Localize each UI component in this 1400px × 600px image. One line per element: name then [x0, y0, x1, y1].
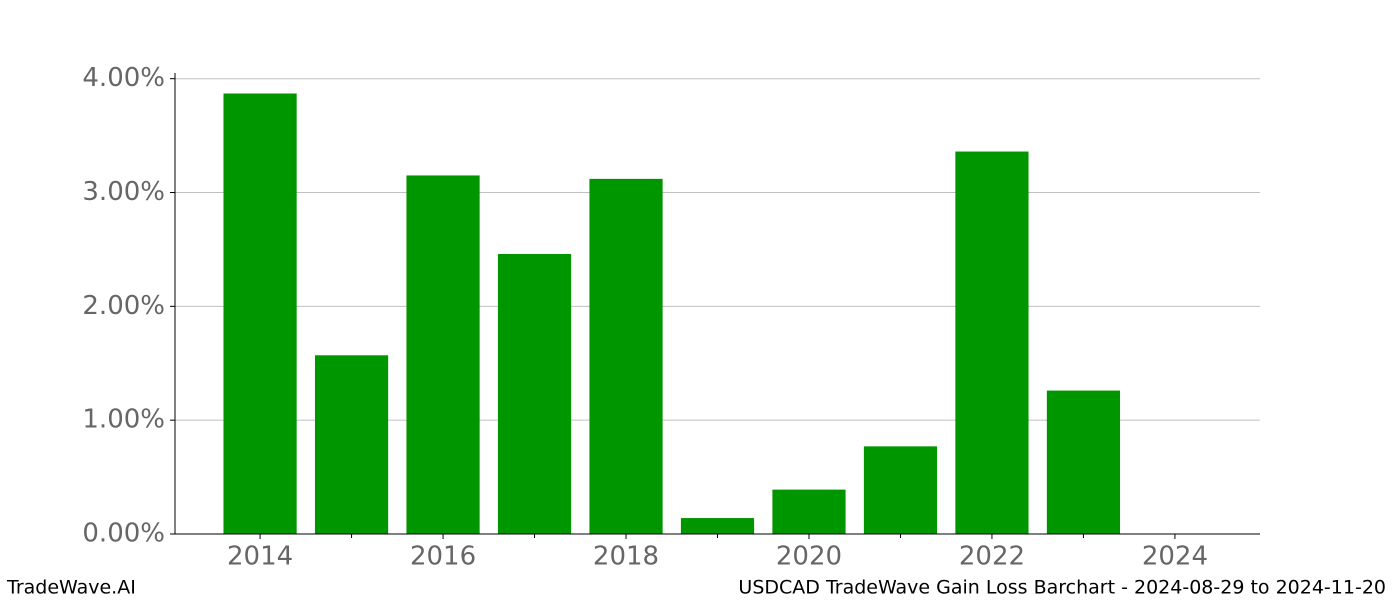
- bar: [772, 489, 846, 534]
- x-tick-label: 2020: [776, 542, 842, 572]
- bar: [680, 518, 755, 534]
- x-tick-label: 2016: [410, 542, 476, 572]
- bar: [955, 151, 1029, 534]
- bar: [1046, 390, 1121, 534]
- y-tick-label: 2.00%: [82, 291, 165, 321]
- x-tick-label: 2014: [227, 542, 293, 572]
- x-tick-label: 2018: [593, 542, 659, 572]
- bar: [314, 355, 389, 534]
- watermark: TradeWave.AI: [6, 577, 136, 599]
- bar: [406, 175, 480, 534]
- bar: [497, 253, 572, 535]
- y-tick-label: 1.00%: [82, 405, 165, 435]
- bar: [863, 446, 938, 534]
- x-tick-label: 2022: [959, 542, 1025, 572]
- bar: [223, 93, 297, 534]
- y-tick-label: 4.00%: [82, 63, 165, 93]
- y-tick-label: 0.00%: [82, 519, 165, 549]
- x-tick-label: 2024: [1142, 542, 1208, 572]
- bar: [589, 178, 663, 534]
- y-tick-label: 3.00%: [82, 177, 165, 207]
- chart-title: USDCAD TradeWave Gain Loss Barchart - 20…: [738, 577, 1386, 599]
